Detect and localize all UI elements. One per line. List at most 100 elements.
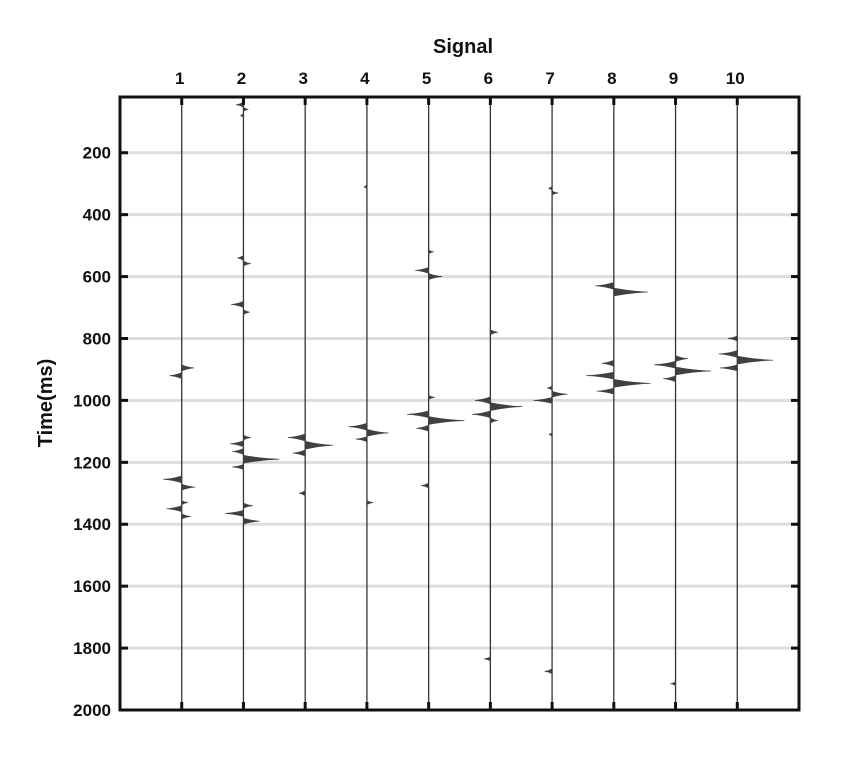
wiggle-event-10-1 bbox=[718, 350, 738, 358]
grid-lines bbox=[120, 151, 799, 712]
wiggle-event-5-1 bbox=[415, 266, 429, 274]
wiggle-event-5-5 bbox=[428, 416, 465, 425]
x-tick-label-9: 9 bbox=[669, 69, 678, 88]
wiggle-event-9-4 bbox=[670, 681, 676, 687]
trace-9 bbox=[653, 99, 712, 708]
trace-7 bbox=[533, 99, 568, 708]
wiggle-event-9-0 bbox=[675, 355, 688, 363]
wiggle-event-10-2 bbox=[736, 355, 774, 365]
trace-10 bbox=[718, 99, 774, 708]
wiggle-event-4-4 bbox=[366, 500, 374, 506]
x-tick-label-7: 7 bbox=[545, 69, 554, 88]
x-tick-label-1: 1 bbox=[175, 69, 184, 88]
wiggle-event-2-0 bbox=[236, 101, 244, 108]
wiggle-event-9-1 bbox=[653, 360, 676, 369]
wiggle-event-3-0 bbox=[287, 433, 306, 442]
wiggle-event-1-6 bbox=[181, 513, 192, 520]
x-tick-label-6: 6 bbox=[484, 69, 493, 88]
y-tick-label-1000: 1000 bbox=[73, 391, 111, 410]
y-axis-label: Time(ms) bbox=[35, 359, 57, 448]
trace-5 bbox=[407, 99, 465, 708]
wiggle-event-1-4 bbox=[181, 500, 188, 506]
trace-3 bbox=[287, 99, 333, 708]
trace-4 bbox=[348, 99, 389, 708]
x-tick-labels: 1 2 3 4 5 6 7 8 9 10 bbox=[175, 69, 745, 88]
wiggle-event-10-3 bbox=[719, 364, 738, 372]
wiggle-event-1-2 bbox=[163, 475, 183, 484]
wiggle-event-2-7 bbox=[243, 434, 251, 441]
wiggle-event-8-3 bbox=[586, 371, 615, 380]
wiggle-event-2-13 bbox=[224, 510, 244, 517]
wiggle-event-5-6 bbox=[416, 424, 429, 432]
y-tick-label-1400: 1400 bbox=[73, 515, 111, 534]
y-tick-label-1200: 1200 bbox=[73, 453, 111, 472]
wiggle-event-8-1 bbox=[613, 287, 648, 297]
wiggle-event-3-3 bbox=[298, 490, 306, 497]
wiggle-event-2-1 bbox=[243, 106, 249, 112]
wiggle-event-2-12 bbox=[243, 502, 253, 509]
wiggle-event-9-3 bbox=[663, 375, 676, 383]
wiggle-event-1-0 bbox=[181, 364, 195, 372]
wiggle-event-1-3 bbox=[181, 483, 196, 491]
wiggle-event-7-5 bbox=[548, 431, 553, 438]
wiggle-event-8-5 bbox=[596, 387, 615, 395]
wiggle-event-5-4 bbox=[407, 410, 429, 419]
wiggle-event-6-2 bbox=[490, 402, 523, 411]
wiggle-event-1-1 bbox=[169, 372, 183, 380]
tick-marks bbox=[120, 97, 799, 712]
wiggle-event-8-2 bbox=[601, 359, 615, 367]
wiggle-event-5-2 bbox=[428, 273, 443, 280]
wiggle-event-7-6 bbox=[544, 668, 553, 675]
y-tick-label-200: 200 bbox=[83, 144, 111, 163]
wiggle-event-9-2 bbox=[675, 366, 712, 376]
wiggle-event-7-2 bbox=[547, 385, 553, 391]
wiggle-event-5-0 bbox=[428, 249, 434, 255]
wiggle-event-10-0 bbox=[727, 335, 738, 342]
trace-2 bbox=[224, 99, 280, 708]
wiggle-event-3-1 bbox=[304, 440, 333, 450]
wiggle-event-7-0 bbox=[548, 185, 553, 191]
y-tick-label-400: 400 bbox=[83, 206, 111, 225]
y-tick-label-1800: 1800 bbox=[73, 639, 111, 658]
wiggle-event-6-1 bbox=[474, 396, 491, 405]
wiggle-event-4-0 bbox=[363, 184, 368, 190]
wiggle-event-4-2 bbox=[366, 429, 389, 437]
y-tick-label-1600: 1600 bbox=[73, 577, 111, 596]
wiggle-event-4-3 bbox=[355, 436, 368, 443]
wiggle-event-2-10 bbox=[243, 454, 280, 464]
x-tick-label-3: 3 bbox=[298, 69, 307, 88]
x-tick-label-10: 10 bbox=[726, 69, 745, 88]
wiggle-event-7-4 bbox=[533, 397, 553, 404]
wiggle-event-5-3 bbox=[428, 394, 435, 400]
trace-group bbox=[163, 99, 774, 708]
wiggle-event-2-6 bbox=[243, 309, 250, 316]
y-tick-label-2000: 2000 bbox=[73, 701, 111, 720]
wiggle-event-6-4 bbox=[490, 417, 498, 424]
wiggle-event-1-5 bbox=[166, 505, 183, 513]
x-tick-label-2: 2 bbox=[237, 69, 246, 88]
trace-8 bbox=[586, 99, 651, 708]
y-tick-labels: 200 400 600 800 1000 1200 1400 1600 1800 2000 bbox=[73, 144, 111, 720]
wiggle-event-6-3 bbox=[471, 410, 491, 419]
trace-1 bbox=[163, 99, 196, 708]
wiggle-event-2-4 bbox=[243, 260, 251, 267]
y-tick-label-800: 800 bbox=[83, 329, 111, 348]
x-tick-label-4: 4 bbox=[360, 69, 370, 88]
wiggle-event-8-4 bbox=[613, 379, 651, 388]
wiggle-event-7-3 bbox=[551, 390, 568, 398]
x-tick-label-8: 8 bbox=[607, 69, 616, 88]
wiggle-event-2-8 bbox=[229, 440, 244, 448]
wiggle-event-2-2 bbox=[240, 112, 244, 119]
wiggle-event-8-0 bbox=[595, 281, 615, 290]
wiggle-event-3-2 bbox=[292, 449, 306, 457]
wiggle-event-4-1 bbox=[348, 422, 368, 431]
wiggle-event-2-9 bbox=[232, 448, 244, 455]
wiggle-event-6-0 bbox=[490, 329, 498, 336]
plot-frame bbox=[118, 95, 801, 712]
trace-6 bbox=[471, 99, 523, 708]
y-tick-label-600: 600 bbox=[83, 268, 111, 287]
wiggle-event-2-11 bbox=[232, 464, 244, 470]
wiggle-event-7-1 bbox=[551, 190, 559, 196]
wiggle-event-2-14 bbox=[243, 517, 260, 525]
